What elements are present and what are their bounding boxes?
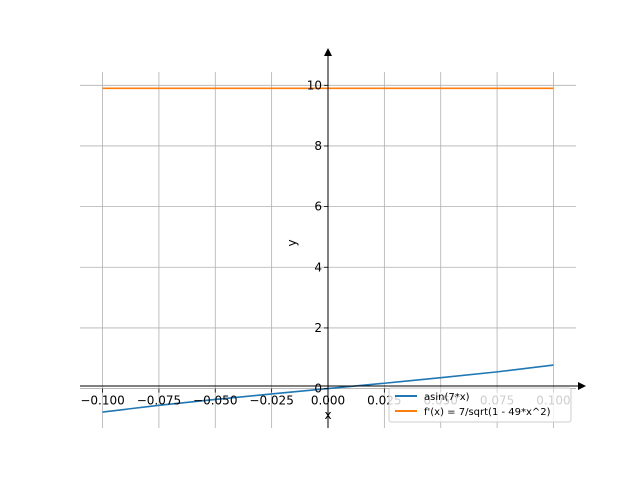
axes [80, 48, 586, 428]
x-tick-label: −0.100 [80, 394, 124, 408]
y-tick-label: 8 [314, 139, 322, 153]
y-tick-label: 0 [314, 382, 322, 396]
y-axis-arrow-icon [324, 48, 332, 56]
y-tick-label: 4 [314, 260, 322, 274]
x-tick-label: −0.075 [137, 394, 181, 408]
x-axis-label: x [324, 408, 331, 422]
y-tick-label: 2 [314, 321, 322, 335]
x-tick-label: −0.025 [249, 394, 293, 408]
x-tick-label: −0.050 [193, 394, 237, 408]
legend-label-derivative: f'(x) = 7/sqrt(1 - 49*x^2) [424, 407, 551, 418]
legend-label-asin: asin(7*x) [424, 392, 470, 403]
legend-box [388, 387, 572, 423]
y-tick-label: 6 [314, 200, 322, 214]
y-axis-label: y [285, 239, 299, 246]
legend: asin(7*x) f'(x) = 7/sqrt(1 - 49*x^2) [388, 387, 572, 423]
x-tick-label: 0.000 [311, 394, 345, 408]
x-axis-arrow-icon [578, 382, 586, 390]
y-tick-label: 10 [307, 78, 322, 92]
